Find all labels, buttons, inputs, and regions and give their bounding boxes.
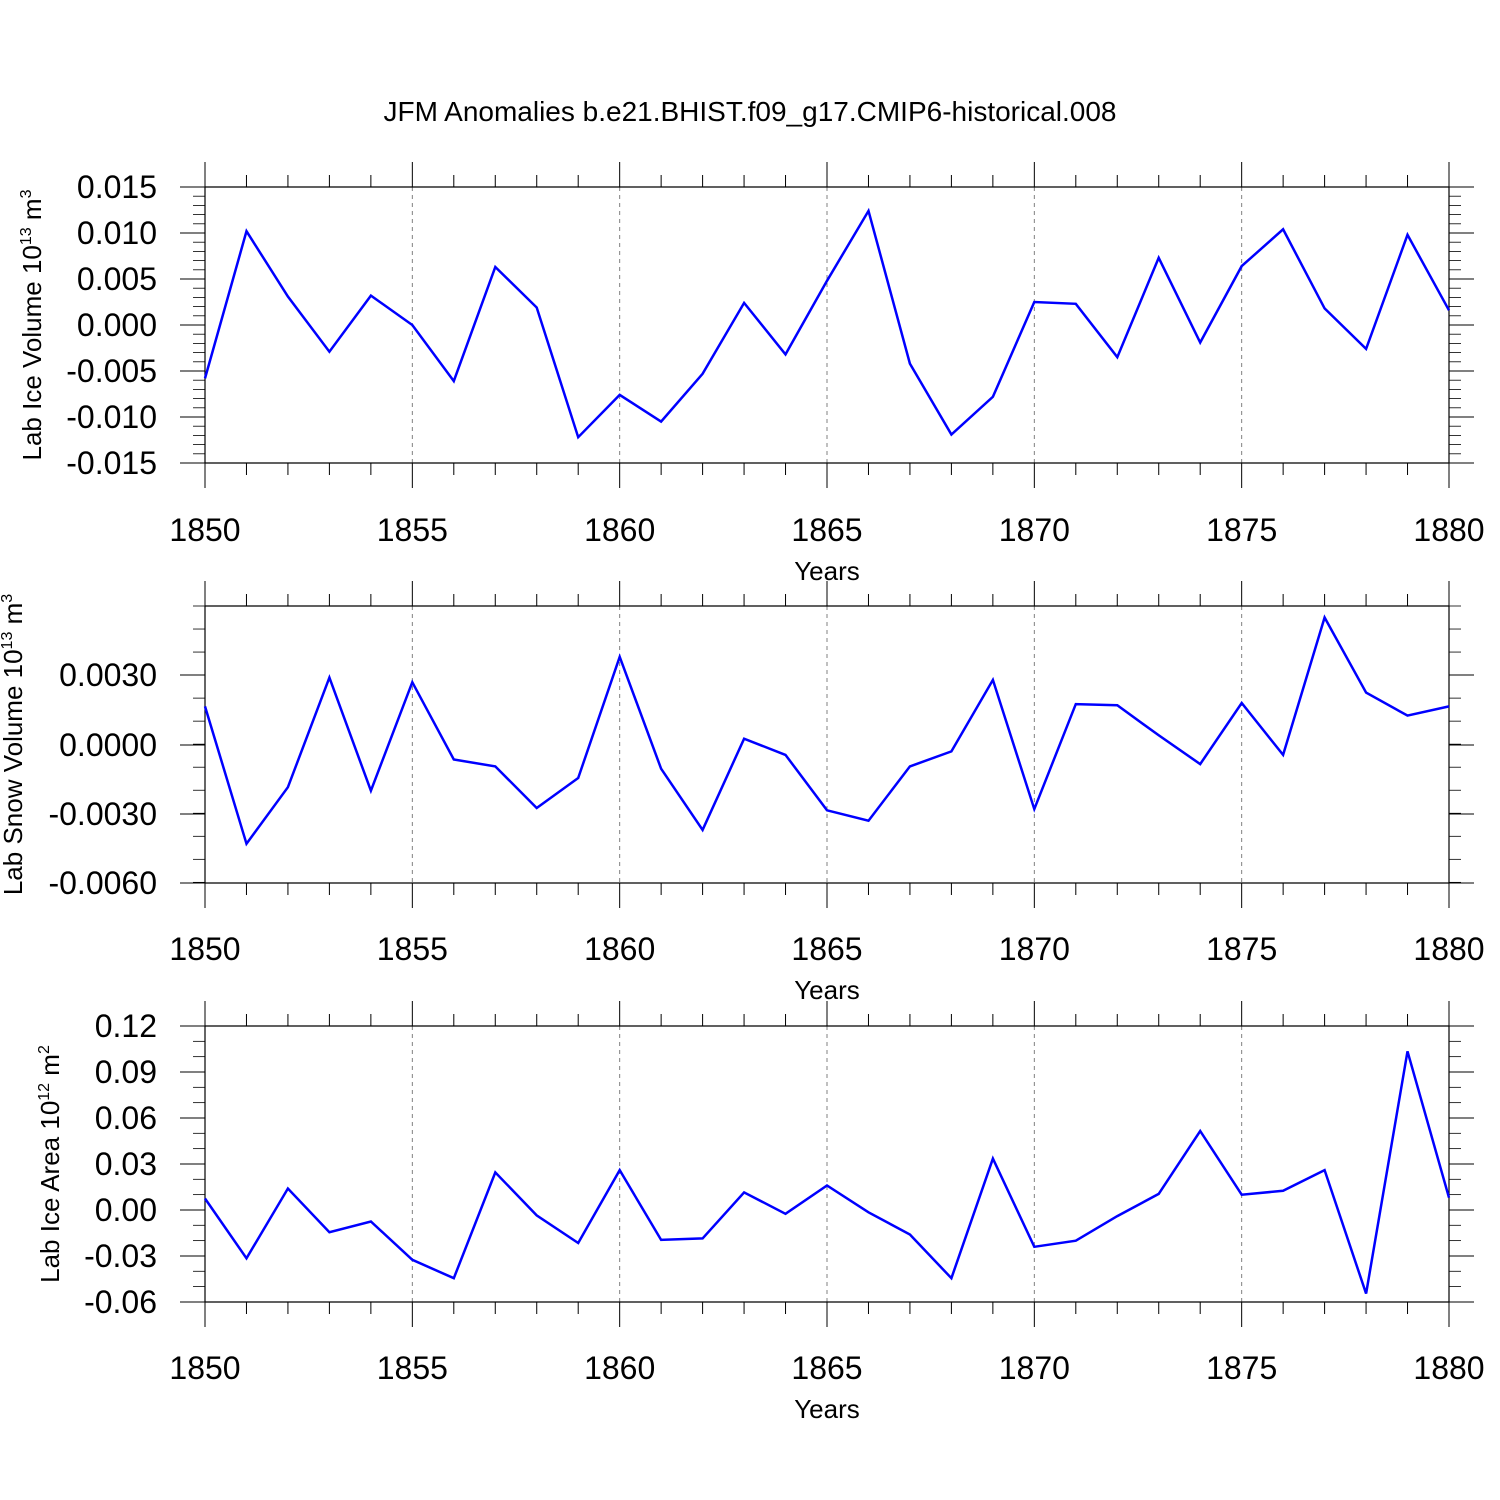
- y-axis-label-unit: m: [0, 603, 28, 632]
- x-tick-label: 1850: [169, 931, 240, 967]
- y-tick-label: 0.06: [95, 1100, 157, 1136]
- panel-1: 1850 1855 1860 1865 1870 1875 1880 0.015 0.010 0.…: [17, 162, 1485, 586]
- y-axis-label: Lab Ice Volume 1013 m3: [17, 189, 47, 460]
- y-axis-label-text: Lab Ice Area 10: [35, 1101, 65, 1283]
- x-tick-label: 1865: [791, 931, 862, 967]
- series-line: [203, 1050, 1451, 1294]
- x-tick-label: 1855: [377, 931, 448, 967]
- x-tick-label: 1870: [999, 931, 1070, 967]
- y-tick-label: -0.015: [66, 445, 157, 481]
- y-tick-label: 0.12: [95, 1008, 157, 1044]
- x-tick-label: 1880: [1413, 931, 1484, 967]
- x-tick-label: 1875: [1206, 1350, 1277, 1386]
- y-axis-label-exponent: 13: [0, 632, 16, 650]
- panel-3: 1850 1855 1860 1865 1870 1875 1880 0.12 0.09 0.06…: [35, 1001, 1485, 1424]
- x-tick-label: 1865: [791, 1350, 862, 1386]
- x-tick-label: 1850: [169, 512, 240, 548]
- x-tick-label: 1865: [791, 512, 862, 548]
- y-axis-label: Lab Ice Area 1012 m2: [35, 1045, 65, 1283]
- y-axis-label-exponent: 13: [18, 227, 35, 245]
- x-axis-label: Years: [794, 975, 860, 1005]
- y-axis-label-text: Lab Snow Volume 10: [0, 649, 28, 895]
- y-tick-label: 0.010: [77, 215, 157, 251]
- x-tick-label: 1860: [584, 512, 655, 548]
- y-axis-label-unit-exponent: 3: [0, 594, 16, 603]
- x-tick-label: 1860: [584, 931, 655, 967]
- y-tick-label: 0.00: [95, 1192, 157, 1228]
- y-tick-label: -0.0030: [48, 796, 157, 832]
- y-tick-label: -0.005: [66, 353, 157, 389]
- x-tick-label: 1875: [1206, 512, 1277, 548]
- x-tick-label: 1880: [1413, 512, 1484, 548]
- y-axis-label-text: Lab Ice Volume 10: [17, 245, 47, 460]
- x-tick-label: 1855: [377, 1350, 448, 1386]
- y-tick-label: -0.03: [84, 1238, 157, 1274]
- panel-2: 1850 1855 1860 1865 1870 1875 1880 0.0030 0.0000…: [0, 581, 1485, 1005]
- y-axis-label-unit: m: [35, 1054, 65, 1083]
- x-tick-label: 1860: [584, 1350, 655, 1386]
- y-tick-label: -0.06: [84, 1284, 157, 1320]
- x-tick-label: 1880: [1413, 1350, 1484, 1386]
- x-tick-label: 1855: [377, 512, 448, 548]
- y-axis-label-unit-exponent: 3: [18, 189, 35, 198]
- y-tick-label: 0.015: [77, 169, 157, 205]
- figure-title: JFM Anomalies b.e21.BHIST.f09_g17.CMIP6-…: [383, 96, 1117, 127]
- y-axis-label: Lab Snow Volume 1013 m3: [0, 594, 28, 895]
- y-tick-label: -0.010: [66, 399, 157, 435]
- x-tick-label: 1870: [999, 512, 1070, 548]
- x-tick-label: 1850: [169, 1350, 240, 1386]
- y-tick-label: 0.09: [95, 1054, 157, 1090]
- x-tick-label: 1870: [999, 1350, 1070, 1386]
- series-line: [203, 614, 1450, 847]
- y-axis-label-exponent: 12: [36, 1083, 53, 1101]
- y-tick-label: 0.000: [77, 307, 157, 343]
- y-tick-label: 0.03: [95, 1146, 157, 1182]
- x-axis-label: Years: [794, 1394, 860, 1424]
- y-tick-label: 0.0000: [59, 727, 157, 763]
- series-line: [203, 207, 1451, 440]
- y-axis-label-unit-exponent: 2: [36, 1045, 53, 1054]
- y-axis-label-unit: m: [17, 198, 47, 227]
- y-tick-label: 0.005: [77, 261, 157, 297]
- y-tick-label: -0.0060: [48, 865, 157, 901]
- y-tick-label: 0.0030: [59, 657, 157, 693]
- x-tick-label: 1875: [1206, 931, 1277, 967]
